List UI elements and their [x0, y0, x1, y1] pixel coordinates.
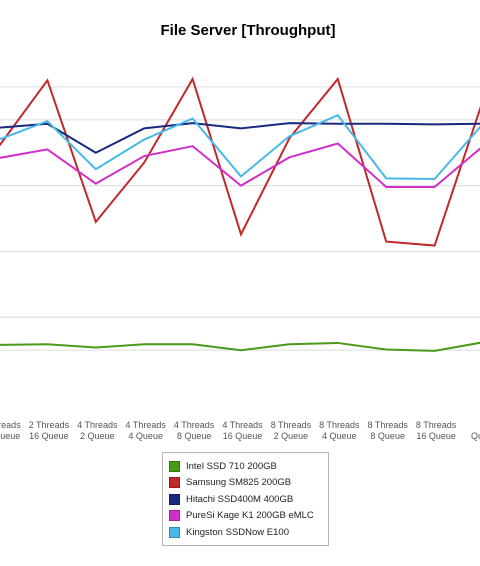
- legend-swatch: [169, 526, 180, 538]
- x-tick-label: 4 Threads: [126, 420, 167, 430]
- x-tick-label: 2 Queue: [80, 431, 115, 441]
- x-tick-label: 4 Queue: [128, 431, 163, 441]
- x-tick-label: Queue: [471, 431, 480, 441]
- legend-label: Hitachi SSD400M 400GB: [186, 493, 294, 505]
- series-lines: [0, 76, 480, 352]
- x-tick-label: 4 Threads: [222, 420, 263, 430]
- legend-label: Intel SSD 710 200GB: [186, 460, 277, 472]
- x-tick-label: 16 Queue: [0, 431, 20, 441]
- legend-label: PureSi Kage K1 200GB eMLC: [186, 510, 314, 522]
- x-tick-label: 8 Queue: [370, 431, 405, 441]
- x-tick-label: 2 Threads: [29, 420, 70, 430]
- x-tick-label: 1 Threads: [0, 420, 21, 430]
- legend-label: Kingston SSDNow E100: [186, 526, 289, 538]
- gridlines: [0, 86, 480, 351]
- x-tick-label: 8 Threads: [368, 420, 409, 430]
- legend-item: Kingston SSDNow E100: [169, 524, 322, 541]
- x-tick-label: 8 Threads: [416, 420, 457, 430]
- x-tick-label: 4 Threads: [77, 420, 118, 430]
- x-tick-label: 16 Queue: [223, 431, 263, 441]
- legend-item: Hitachi SSD400M 400GB: [169, 491, 322, 508]
- x-tick-label: 4 Threads: [174, 420, 215, 430]
- legend: Intel SSD 710 200GB Samsung SM825 200GB Hi…: [162, 452, 329, 546]
- series-line-3: [0, 122, 480, 154]
- legend-item: PureSi Kage K1 200GB eMLC: [169, 508, 322, 525]
- x-tick-label: 16 Queue: [416, 431, 456, 441]
- x-tick-label: 4 Queue: [322, 431, 357, 441]
- series-line-1: [0, 341, 480, 352]
- legend-swatch: [169, 477, 180, 489]
- series-line-2: [0, 76, 480, 247]
- x-tick-label: 16 Queue: [29, 431, 69, 441]
- legend-item: Intel SSD 710 200GB: [169, 458, 322, 475]
- legend-swatch: [169, 493, 180, 505]
- legend-swatch: [169, 510, 180, 522]
- x-tick-label: 8 Threads: [271, 420, 312, 430]
- x-tick-label: 8 Threads: [319, 420, 360, 430]
- chart-title: File Server [Throughput]: [160, 22, 335, 39]
- legend-label: Samsung SM825 200GB: [186, 477, 292, 489]
- x-tick-label: 8 Queue: [177, 431, 212, 441]
- legend-item: Samsung SM825 200GB: [169, 475, 322, 492]
- legend-swatch: [169, 460, 180, 472]
- series-line-4: [0, 142, 480, 188]
- series-line-5: [0, 113, 480, 181]
- x-tick-label: 2 Queue: [274, 431, 309, 441]
